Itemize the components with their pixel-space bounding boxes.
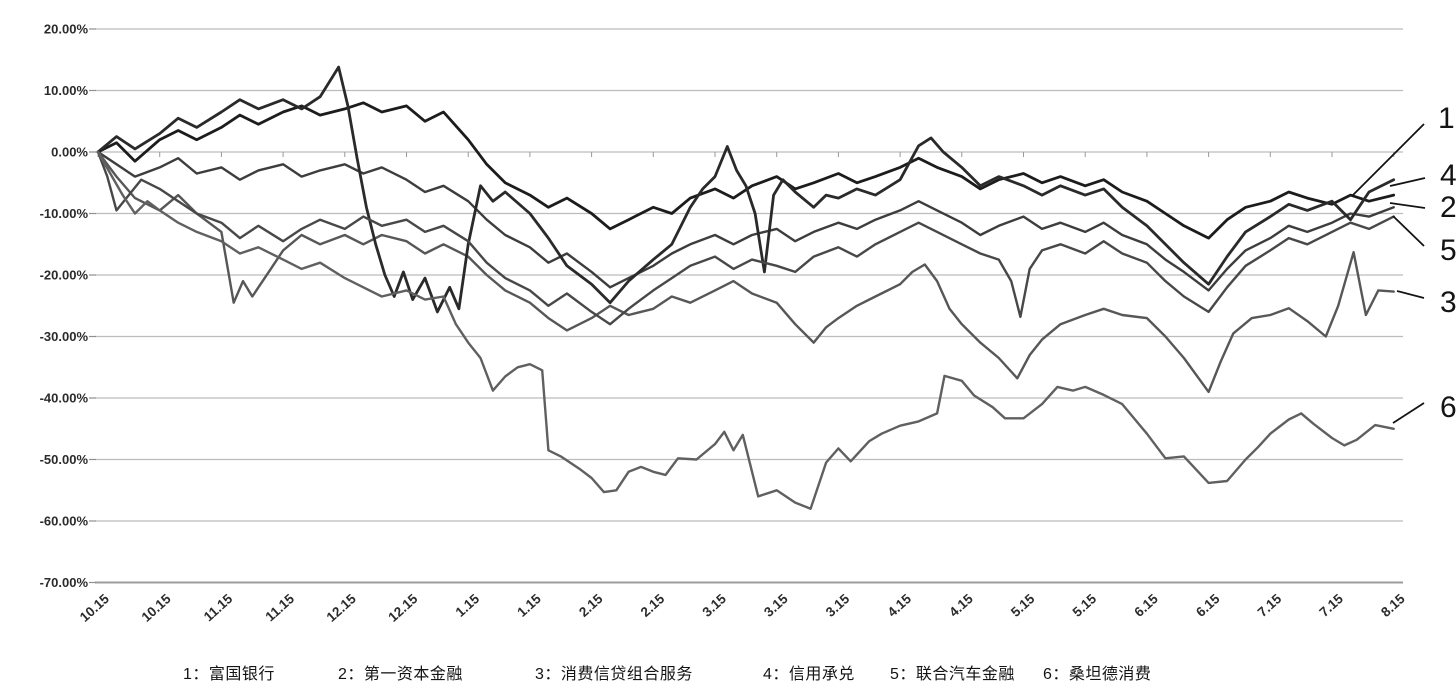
- x-tick-label: 2.15: [576, 591, 606, 620]
- callout-leader-line-4: [1389, 177, 1426, 187]
- x-tick-label: 7.15: [1316, 591, 1346, 620]
- x-tick-label: 12.15: [385, 591, 421, 625]
- x-tick-label: 5.15: [1008, 591, 1038, 620]
- x-tick-label: 1.15: [514, 591, 544, 620]
- x-tick-label: 6.15: [1131, 591, 1161, 620]
- y-tick-label: -30.00%: [40, 329, 89, 344]
- x-tick-label: 10.15: [139, 591, 175, 625]
- y-tick-label: -50.00%: [40, 452, 89, 467]
- x-tick-label: 10.15: [77, 591, 113, 625]
- callout-number-3: 3: [1440, 286, 1456, 319]
- x-tick-label: 4.15: [946, 591, 976, 620]
- callout-leader-line-3: [1396, 290, 1425, 299]
- x-tick-label: 3.15: [761, 591, 791, 620]
- series-line-6-桑坦德消费: [96, 150, 1395, 510]
- callout-number-6: 6: [1440, 391, 1456, 424]
- x-tick-label: 1.15: [453, 591, 483, 620]
- callout-leader-line-2: [1389, 202, 1426, 209]
- x-tick-label: 3.15: [699, 591, 729, 620]
- x-tick-label: 4.15: [885, 591, 915, 620]
- callout-number-2: 2: [1440, 191, 1456, 224]
- x-tick-label: 3.15: [823, 591, 853, 620]
- x-tick-label: 8.15: [1378, 591, 1408, 620]
- y-tick-label: -70.00%: [40, 575, 89, 590]
- x-tick-label: 12.15: [324, 591, 360, 625]
- legend: 1：富国银行 2：第一资本金融 3：消费信贷组合服务 4：信用承兑 5：联合汽车金融 6：…: [0, 660, 1456, 690]
- y-tick-label: -40.00%: [40, 391, 89, 406]
- legend-item-2: 2：第一资本金融: [338, 666, 463, 683]
- y-tick-label: 20.00%: [44, 22, 89, 37]
- x-tick-label: 2.15: [638, 591, 668, 620]
- x-tick-label: 11.15: [201, 591, 236, 625]
- callout-number-1: 1: [1438, 102, 1455, 135]
- legend-item-6: 6：桑坦德消费: [1043, 666, 1152, 683]
- x-tick-label: 11.15: [263, 591, 298, 625]
- x-tick-label: 6.15: [1193, 591, 1223, 620]
- series-line-5-联合汽车金融: [96, 150, 1395, 326]
- series-line-1-富国银行: [96, 101, 1396, 240]
- y-tick-label: 10.00%: [44, 83, 89, 98]
- legend-item-4: 4：信用承兑: [763, 666, 855, 683]
- callout-leader-line-5: [1392, 215, 1425, 247]
- callout-leader-line-1: [1351, 123, 1425, 197]
- callout-number-5: 5: [1440, 234, 1456, 267]
- x-tick-label: 7.15: [1255, 591, 1285, 620]
- legend-item-3: 3：消费信贷组合服务: [535, 666, 693, 683]
- x-tick-label: 5.15: [1070, 591, 1100, 620]
- legend-item-5: 5：联合汽车金融: [890, 666, 1015, 683]
- y-tick-label: -20.00%: [40, 268, 89, 283]
- y-tick-label: -60.00%: [40, 514, 89, 529]
- y-tick-label: 0.00%: [51, 145, 88, 160]
- callout-number-4: 4: [1440, 159, 1456, 192]
- series-line-3-消费信贷组合服务: [96, 150, 1395, 394]
- callout-leader-line-6: [1392, 402, 1425, 424]
- series-line-2-第一资本金融: [96, 150, 1395, 292]
- series-line-4-信用承兑: [96, 65, 1396, 314]
- y-tick-label: -10.00%: [40, 206, 89, 221]
- legend-item-1: 1：富国银行: [183, 666, 275, 683]
